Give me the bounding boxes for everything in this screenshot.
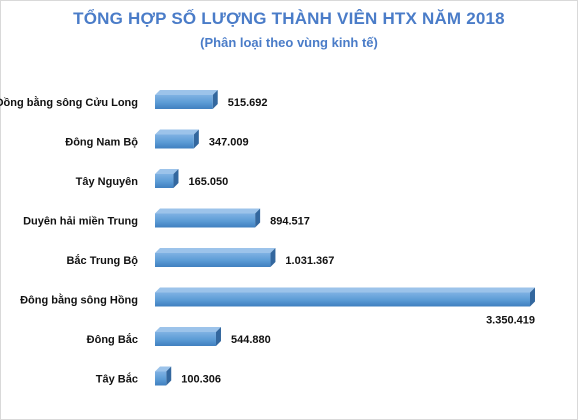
bar-group: Đông Nam Bộ 347.009 (65, 129, 249, 149)
bar-side-face (166, 366, 172, 386)
category-label: Duyên hải miền Trung (23, 216, 138, 228)
bar-group: Đồng bằng sông Cửu Long 515.692 (0, 90, 267, 109)
bar-top-face (155, 327, 221, 332)
chart-subtitle: (Phân loại theo vùng kinh tế) (200, 35, 378, 50)
data-label: 100.306 (181, 374, 221, 386)
bar-top-face (155, 287, 535, 293)
bar (155, 134, 194, 149)
bar-group: Đông Bắc 544.880 (87, 327, 271, 346)
data-label: 1.031.367 (285, 255, 334, 267)
bar-side-face (212, 90, 218, 109)
bar (155, 292, 530, 307)
bar-side-face (530, 287, 535, 307)
bar-side-face (173, 169, 179, 188)
category-label: Tây Bắc (96, 373, 138, 386)
bar-top-face (155, 366, 172, 372)
data-label: 515.692 (228, 97, 268, 109)
bar-top-face (155, 90, 218, 95)
bar-group: Bắc Trung Bộ 1.031.367 (66, 248, 334, 267)
bar-group: Đông bằng sông Hồng 3.350.419 (20, 287, 535, 327)
data-label: 894.517 (270, 216, 310, 228)
data-label: 544.880 (231, 334, 271, 346)
bar (155, 253, 271, 267)
category-label: Đông bằng sông Hồng (20, 294, 138, 307)
bar-top-face (155, 248, 276, 253)
bar (155, 95, 213, 109)
category-label: Đông Bắc (87, 333, 138, 346)
data-label: 3.350.419 (486, 315, 535, 327)
category-label: Bắc Trung Bộ (66, 254, 138, 267)
bar (155, 174, 174, 188)
bar-side-face (193, 129, 199, 149)
category-label: Đông Nam Bộ (65, 137, 138, 149)
bar (155, 332, 216, 346)
bar-top-face (155, 129, 199, 135)
bar-group: Tây Bắc 100.306 (96, 366, 221, 386)
bar-group: Tây Nguyên 165.050 (76, 169, 228, 188)
bar (155, 213, 256, 228)
bar-group: Duyên hải miền Trung 894.517 (23, 208, 310, 228)
category-label: Đồng bằng sông Cửu Long (0, 96, 138, 109)
bar-side-face (215, 327, 221, 346)
data-label: 165.050 (188, 176, 228, 188)
category-label: Tây Nguyên (76, 176, 139, 188)
data-label: 347.009 (209, 137, 249, 149)
bar-side-face (270, 248, 276, 267)
bar (155, 371, 167, 386)
bar-top-face (155, 169, 179, 174)
chart-title: TỔNG HỢP SỐ LƯỢNG THÀNH VIÊN HTX NĂM 201… (73, 9, 505, 28)
bar-side-face (255, 208, 261, 228)
bar-top-face (155, 208, 261, 214)
